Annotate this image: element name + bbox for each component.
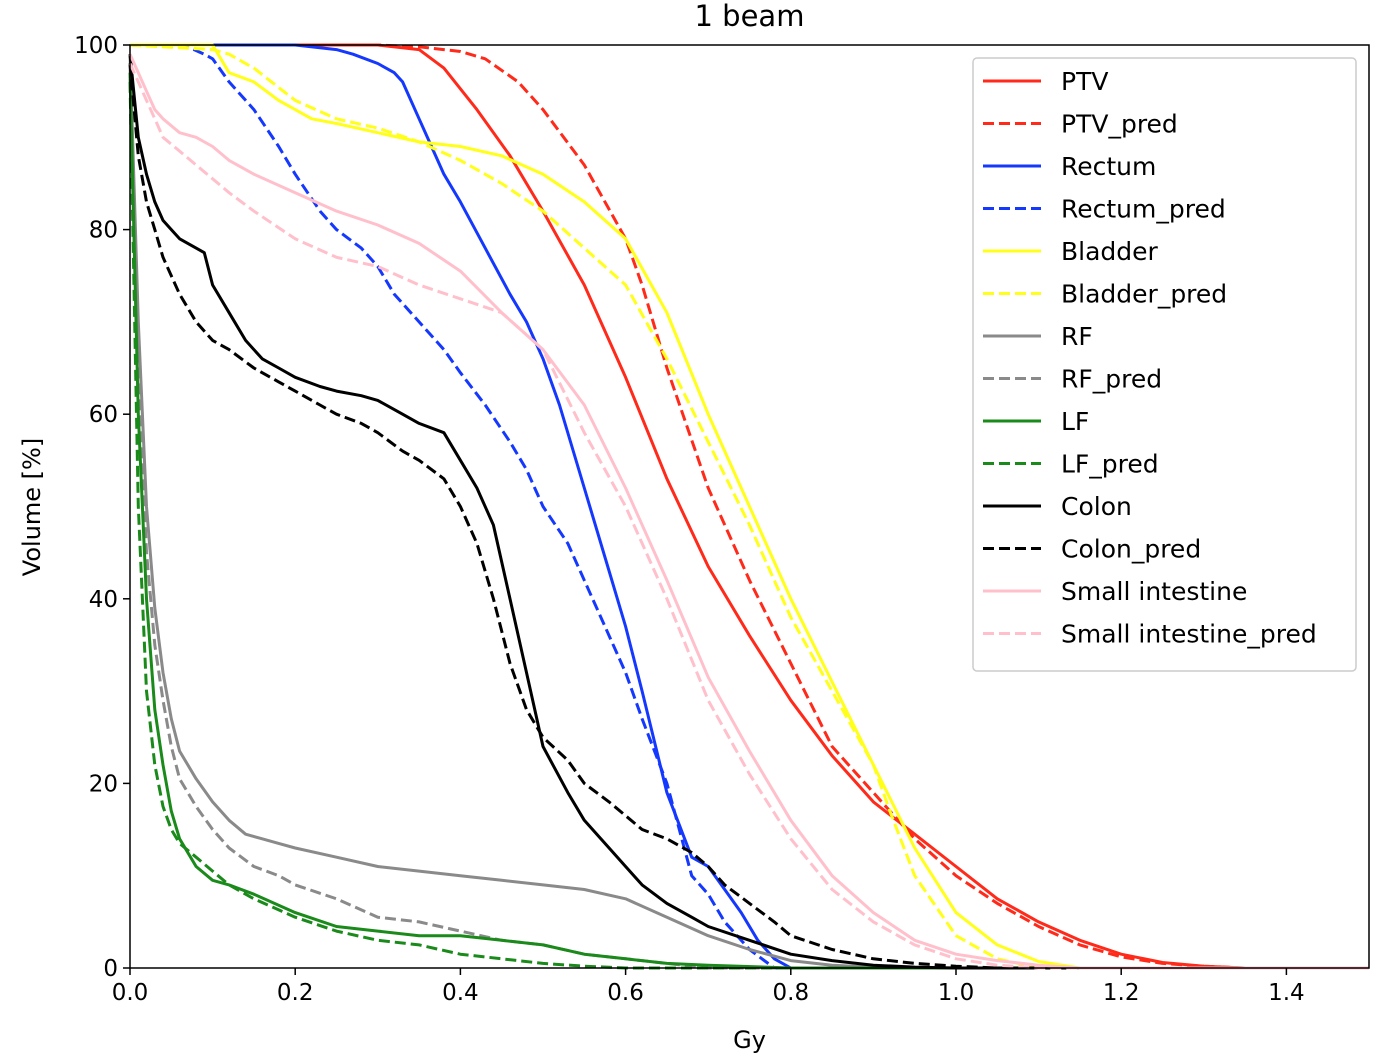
series-line-rectum-pred — [129, 43, 1369, 970]
series-line-bladder-pred — [129, 43, 1369, 970]
y-axis-label: Volume [%] — [18, 438, 46, 576]
series-line-lf — [128, 72, 1369, 970]
series-line-rectum — [130, 43, 1369, 970]
legend-label-rectum: Rectum — [1061, 152, 1156, 181]
legend-box — [972, 57, 1357, 672]
series-line-lf-pred — [128, 81, 1369, 970]
series-line-ptv-pred — [130, 43, 1369, 970]
x-tick-label: 0.4 — [442, 980, 479, 1006]
series-line-bladder — [130, 43, 1369, 970]
x-tick-label: 1.0 — [938, 980, 975, 1006]
y-tick-label: 80 — [89, 218, 118, 244]
y-tick-label: 0 — [103, 956, 118, 982]
legend-label-rectum-pred: Rectum_pred — [1061, 195, 1226, 224]
x-tick-label: 1.4 — [1268, 980, 1305, 1006]
legend-label-ptv: PTV — [1061, 67, 1108, 96]
x-tick-label: 0.0 — [112, 980, 149, 1006]
series-layer — [128, 43, 1369, 970]
legend-label-colon-pred: Colon_pred — [1061, 535, 1201, 564]
legend-label-rf: RF — [1061, 322, 1093, 351]
y-tick-label: 40 — [89, 587, 118, 613]
legend-label-lf: LF — [1061, 407, 1089, 436]
legend-label-bladder: Bladder — [1061, 237, 1159, 266]
legend-label-bladder-pred: Bladder_pred — [1061, 280, 1227, 309]
legend-label-ptv-pred: PTV_pred — [1061, 110, 1178, 139]
series-line-rf — [128, 54, 1369, 970]
legend-label-lf-pred: LF_pred — [1061, 450, 1159, 479]
legend-label-colon: Colon — [1061, 492, 1132, 521]
series-line-colon-pred — [128, 63, 1369, 970]
x-axis-label: Gy — [733, 1026, 766, 1054]
series-line-ptv — [130, 43, 1369, 970]
legend-label-small-intestine: Small intestine — [1061, 577, 1247, 606]
legend: PTV PTV_pred Rectum Rectum_pred Bladder Bladd… — [972, 57, 1357, 672]
legend-label-rf-pred: RF_pred — [1061, 365, 1162, 394]
y-tick-label: 60 — [89, 402, 118, 428]
y-tick-label: 20 — [89, 771, 118, 797]
legend-label-small-intestine-pred: Small intestine_pred — [1061, 620, 1317, 649]
y-tick-label: 100 — [74, 33, 118, 59]
x-tick-label: 0.8 — [773, 980, 810, 1006]
ticks-layer: 0.0 0.2 0.4 0.6 0.8 1.0 1.2 1.4 0 20 40 60 80 100 — [74, 33, 1305, 1006]
x-tick-label: 1.2 — [1103, 980, 1140, 1006]
series-line-colon — [128, 54, 1369, 970]
axes-frame — [129, 44, 1370, 969]
chart-title: 1 beam — [695, 0, 805, 33]
x-tick-label: 0.2 — [277, 980, 314, 1006]
series-line-small-intestine-pred — [128, 62, 1369, 970]
x-tick-label: 0.6 — [607, 980, 644, 1006]
